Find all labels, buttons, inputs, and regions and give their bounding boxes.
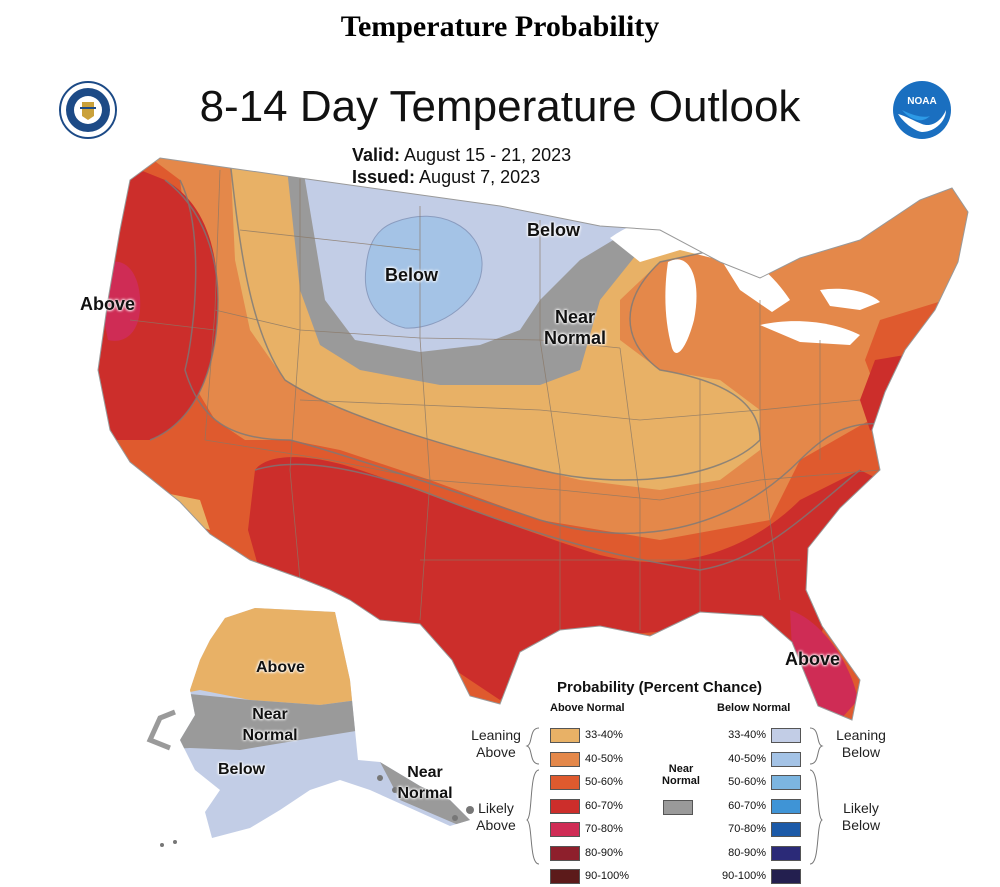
legend-below-swatch-6	[771, 869, 801, 884]
legend-below-range-5: 80-90%	[728, 846, 766, 859]
legend-below-range-4: 70-80%	[728, 823, 766, 835]
legend-below-brace	[809, 727, 824, 865]
label-aleutian-near-normal: Near Normal	[397, 764, 453, 802]
legend-near-header: Near Normal	[662, 763, 700, 787]
legend-below-range-2: 50-60%	[728, 776, 766, 788]
valid-label: Valid:	[352, 145, 401, 165]
label-west-above: Above	[80, 294, 136, 314]
noaa-logo-icon: NOAA	[893, 81, 951, 139]
valid-dates: Valid: August 15 - 21, 2023	[352, 145, 571, 166]
issued-date: Issued: August 7, 2023	[352, 167, 540, 188]
legend-above-range-0: 33-40%	[585, 729, 623, 741]
legend-above-swatch-0	[550, 728, 580, 743]
legend-above-range-4: 70-80%	[585, 823, 623, 835]
valid-value: August 15 - 21, 2023	[404, 145, 572, 165]
legend-above-swatch-5	[550, 845, 580, 861]
label-minnesota-below: Below	[527, 220, 581, 240]
legend-above-swatch-4	[550, 822, 580, 837]
legend-above-range-5: 80-90%	[585, 846, 623, 859]
label-alaska-near-normal: Near Normal	[242, 706, 298, 744]
legend-below-swatch-3	[771, 798, 801, 814]
label-near-normal: Near Normal	[543, 307, 606, 348]
legend-likely-below: Likely Below	[841, 800, 881, 833]
legend-below-header: Below Normal	[717, 702, 791, 714]
label-florida-above: Above	[785, 649, 841, 669]
legend-below-swatch-4	[771, 822, 801, 837]
legend-above-range-2: 50-60%	[585, 776, 623, 788]
legend-leaning-above: Leaning Above	[471, 727, 521, 760]
legend-below-range-3: 60-70%	[728, 799, 766, 812]
label-alaska-above: Above	[256, 659, 305, 676]
legend-above-swatch-3	[550, 798, 580, 814]
legend-above-header: Above Normal	[550, 702, 625, 714]
commerce-seal-icon	[59, 81, 117, 139]
legend-above-swatch-2	[550, 775, 580, 790]
legend-near-swatch	[663, 800, 693, 815]
legend-above-brace	[525, 727, 540, 865]
legend-above-swatch-1	[550, 751, 580, 767]
label-alaska-below: Below	[218, 761, 266, 778]
conus-outline	[97, 157, 969, 721]
issued-label: Issued:	[352, 167, 416, 187]
legend-likely-above: Likely Above	[476, 800, 516, 833]
legend-below-swatch-0	[771, 728, 801, 743]
legend-above-range-1: 40-50%	[585, 752, 623, 765]
legend-leaning-below: Leaning Below	[836, 727, 886, 760]
issued-value: August 7, 2023	[419, 167, 541, 187]
legend-title: Probability (Percent Chance)	[557, 679, 763, 696]
legend-above-swatch-6	[550, 869, 580, 884]
legend-below-range-1: 40-50%	[728, 752, 766, 765]
label-north-below: Below	[385, 265, 439, 285]
legend-below-swatch-5	[771, 845, 801, 861]
svg-text:NOAA: NOAA	[907, 96, 936, 107]
page-header: Temperature Probability	[340, 10, 660, 43]
map-title: 8-14 Day Temperature Outlook	[199, 82, 801, 131]
legend-above-range-3: 60-70%	[585, 799, 623, 812]
legend-below-swatch-2	[771, 775, 801, 790]
legend-below-swatch-1	[771, 751, 801, 767]
legend-below-range-6: 90-100%	[721, 870, 766, 882]
legend-below-range-0: 33-40%	[728, 729, 766, 741]
legend-above-range-6: 90-100%	[585, 870, 630, 882]
